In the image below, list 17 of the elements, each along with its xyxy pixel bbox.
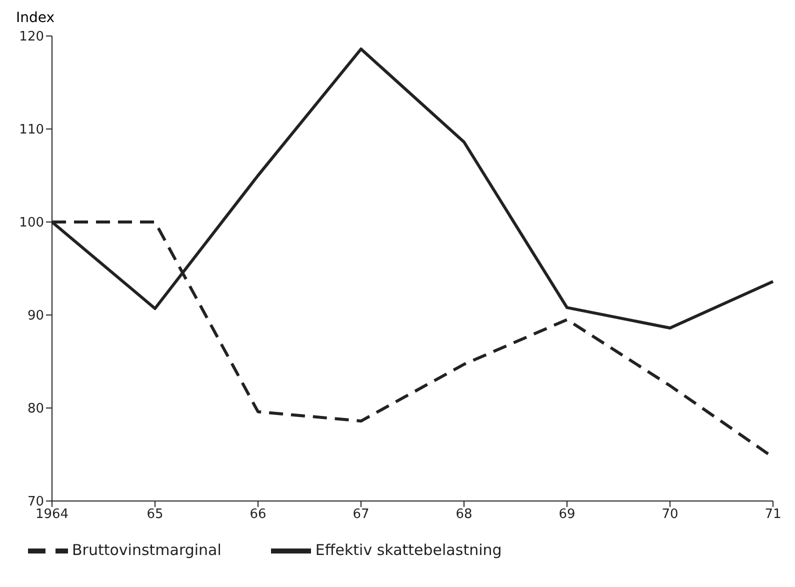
x-tick-label: 1964 xyxy=(35,507,69,522)
x-tick-label: 69 xyxy=(558,507,576,522)
x-tick-label: 67 xyxy=(352,507,370,522)
x-tick-label: 71 xyxy=(764,507,782,522)
legend-label: Effektiv skattebelastning xyxy=(315,541,502,560)
legend-label: Bruttovinstmarginal xyxy=(72,541,222,560)
x-tick-label: 68 xyxy=(456,507,472,522)
x-tick-label: 65 xyxy=(146,507,164,522)
y-tick-label: 120 xyxy=(19,30,44,45)
y-axis-title: Index xyxy=(16,10,55,26)
y-tick-label: 90 xyxy=(27,308,44,324)
y-tick-label: 70 xyxy=(27,494,44,510)
y-tick-label: 100 xyxy=(19,216,44,231)
x-tick-label: 66 xyxy=(250,507,266,522)
y-tick-label: 80 xyxy=(27,402,44,417)
y-tick-label: 110 xyxy=(19,122,44,138)
x-tick-label: 70 xyxy=(662,507,678,522)
